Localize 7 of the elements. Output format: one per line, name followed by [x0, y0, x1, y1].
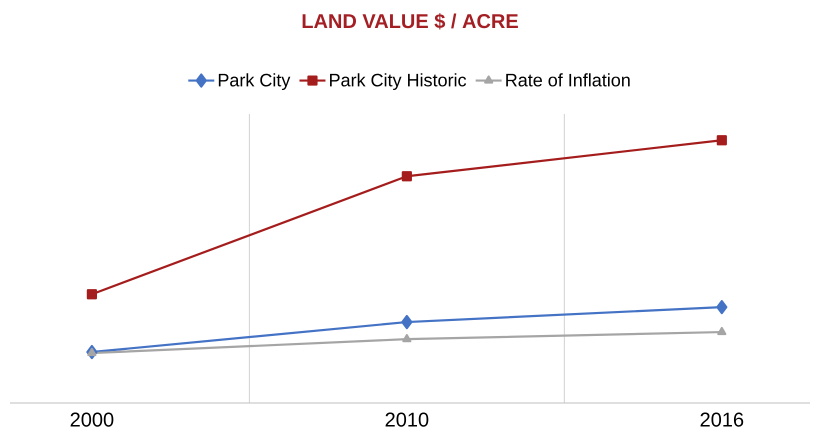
x-tick-label: 2000 [70, 412, 114, 427]
legend-label: Rate of Inflation [506, 73, 630, 86]
x-tick-label: 2016 [700, 412, 744, 427]
x-tick-label: 2010 [386, 412, 428, 427]
legend-label: Park City [218, 73, 290, 90]
legend-label: Park City Historic [330, 73, 466, 90]
chart-title: LAND VALUE $ / ACRE [302, 13, 518, 30]
